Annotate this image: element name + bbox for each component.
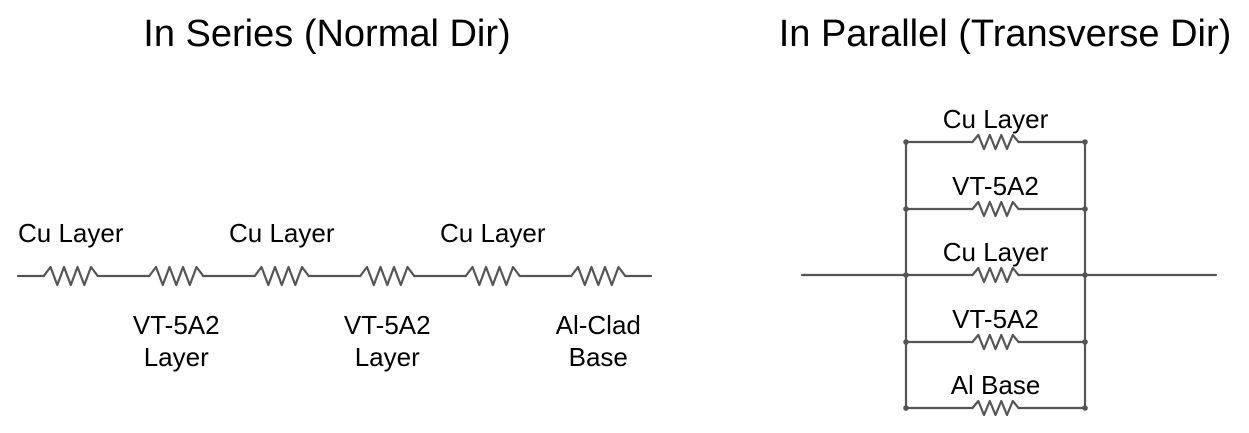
series-resistor-4-label: VT-5A2 [344,310,431,340]
node-dot [903,139,909,145]
series-resistor-2-label: VT-5A2 [133,310,220,340]
node-dot [1082,139,1088,145]
node-dot [1082,405,1088,411]
series-resistor-3 [253,265,310,287]
parallel-resistor-1-label: Cu Layer [943,104,1049,134]
series-resistor-1-label: Cu Layer [18,218,124,248]
node-dot [1082,339,1088,345]
series-resistor-1 [42,265,99,287]
series-resistor-3-label: Cu Layer [229,218,335,248]
parallel-title: In Parallel (Transverse Dir) [779,13,1232,55]
series-resistor-2-label: Layer [144,342,209,372]
parallel-resistor-4 [971,333,1020,351]
series-resistor-4 [359,265,416,287]
parallel-resistor-5 [971,399,1020,417]
parallel-resistor-5-label: Al Base [951,370,1041,400]
series-title: In Series (Normal Dir) [143,13,510,55]
node-dot [903,206,909,212]
parallel-resistor-2-label: VT-5A2 [952,171,1039,201]
series-resistor-5-label: Cu Layer [440,218,546,248]
series-resistor-4-label: Layer [355,342,420,372]
series-resistor-6-label: Al-Clad [556,310,641,340]
parallel-resistor-1 [971,133,1020,151]
node-dot [903,405,909,411]
series-resistor-6 [570,265,627,287]
series-resistor-2 [148,265,205,287]
node-dot [1082,206,1088,212]
node-dot [903,339,909,345]
parallel-resistor-3 [971,266,1020,284]
parallel-resistor-4-label: VT-5A2 [952,304,1039,334]
parallel-circuit: Cu Layer VT-5A2 Cu Layer VT-5A2 Al Base [800,104,1218,417]
series-resistor-5 [464,265,521,287]
node-dot [903,272,909,278]
parallel-resistor-3-label: Cu Layer [943,237,1049,267]
node-dot [1082,272,1088,278]
parallel-resistor-2 [971,200,1020,218]
series-resistor-6-label: Base [569,342,628,372]
